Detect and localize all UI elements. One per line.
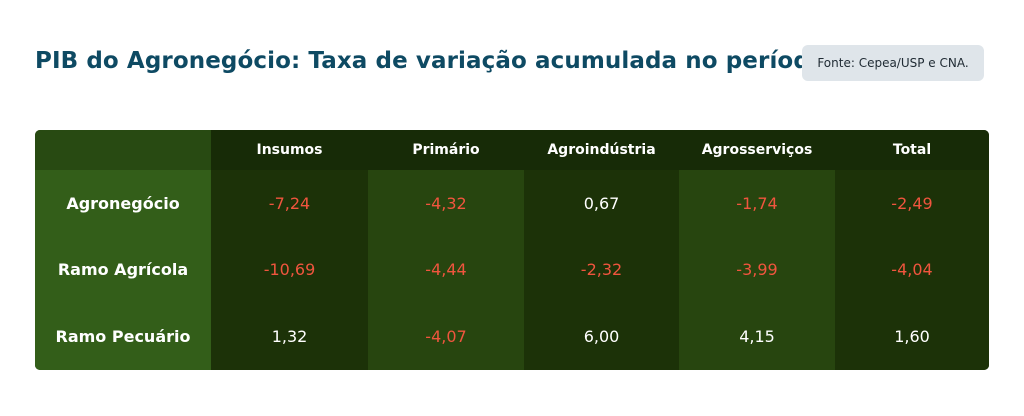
row-label: Agronegócio [35,170,211,236]
table-cell: -7,24 [211,170,368,236]
table-row-agronegocio: Agronegócio -7,24 -4,32 0,67 -1,74 -2,49 [35,170,989,236]
header-row: Insumos Primário Agroindústria Agrosserv… [35,130,989,170]
row-label: Ramo Agrícola [35,236,211,303]
table-cell: 4,15 [679,303,835,370]
table-cell: -4,04 [835,236,989,303]
table-cell: -2,49 [835,170,989,236]
row-label: Ramo Pecuário [35,303,211,370]
table-cell: 1,32 [211,303,368,370]
table-row-ramo-agricola: Ramo Agrícola -10,69 -4,44 -2,32 -3,99 -… [35,236,989,303]
table-row-ramo-pecuario: Ramo Pecuário 1,32 -4,07 6,00 4,15 1,60 [35,303,989,370]
table-cell: -4,44 [368,236,524,303]
column-header-agrosservicos: Agrosserviços [679,130,835,170]
data-table: Insumos Primário Agroindústria Agrosserv… [35,130,989,370]
column-header-agroindustria: Agroindústria [524,130,679,170]
table-cell: 6,00 [524,303,679,370]
table-cell: -4,32 [368,170,524,236]
column-header-primario: Primário [368,130,524,170]
table-cell: 1,60 [835,303,989,370]
table-cell: -4,07 [368,303,524,370]
table-cell: -3,99 [679,236,835,303]
table-cell: -2,32 [524,236,679,303]
corner-cell [35,130,211,170]
column-header-total: Total [835,130,989,170]
column-header-insumos: Insumos [211,130,368,170]
table-cell: -1,74 [679,170,835,236]
chart-title: PIB do Agronegócio: Taxa de variação acu… [35,48,826,74]
table-cell: -10,69 [211,236,368,303]
source-badge: Fonte: Cepea/USP e CNA. [802,45,984,81]
table-cell: 0,67 [524,170,679,236]
